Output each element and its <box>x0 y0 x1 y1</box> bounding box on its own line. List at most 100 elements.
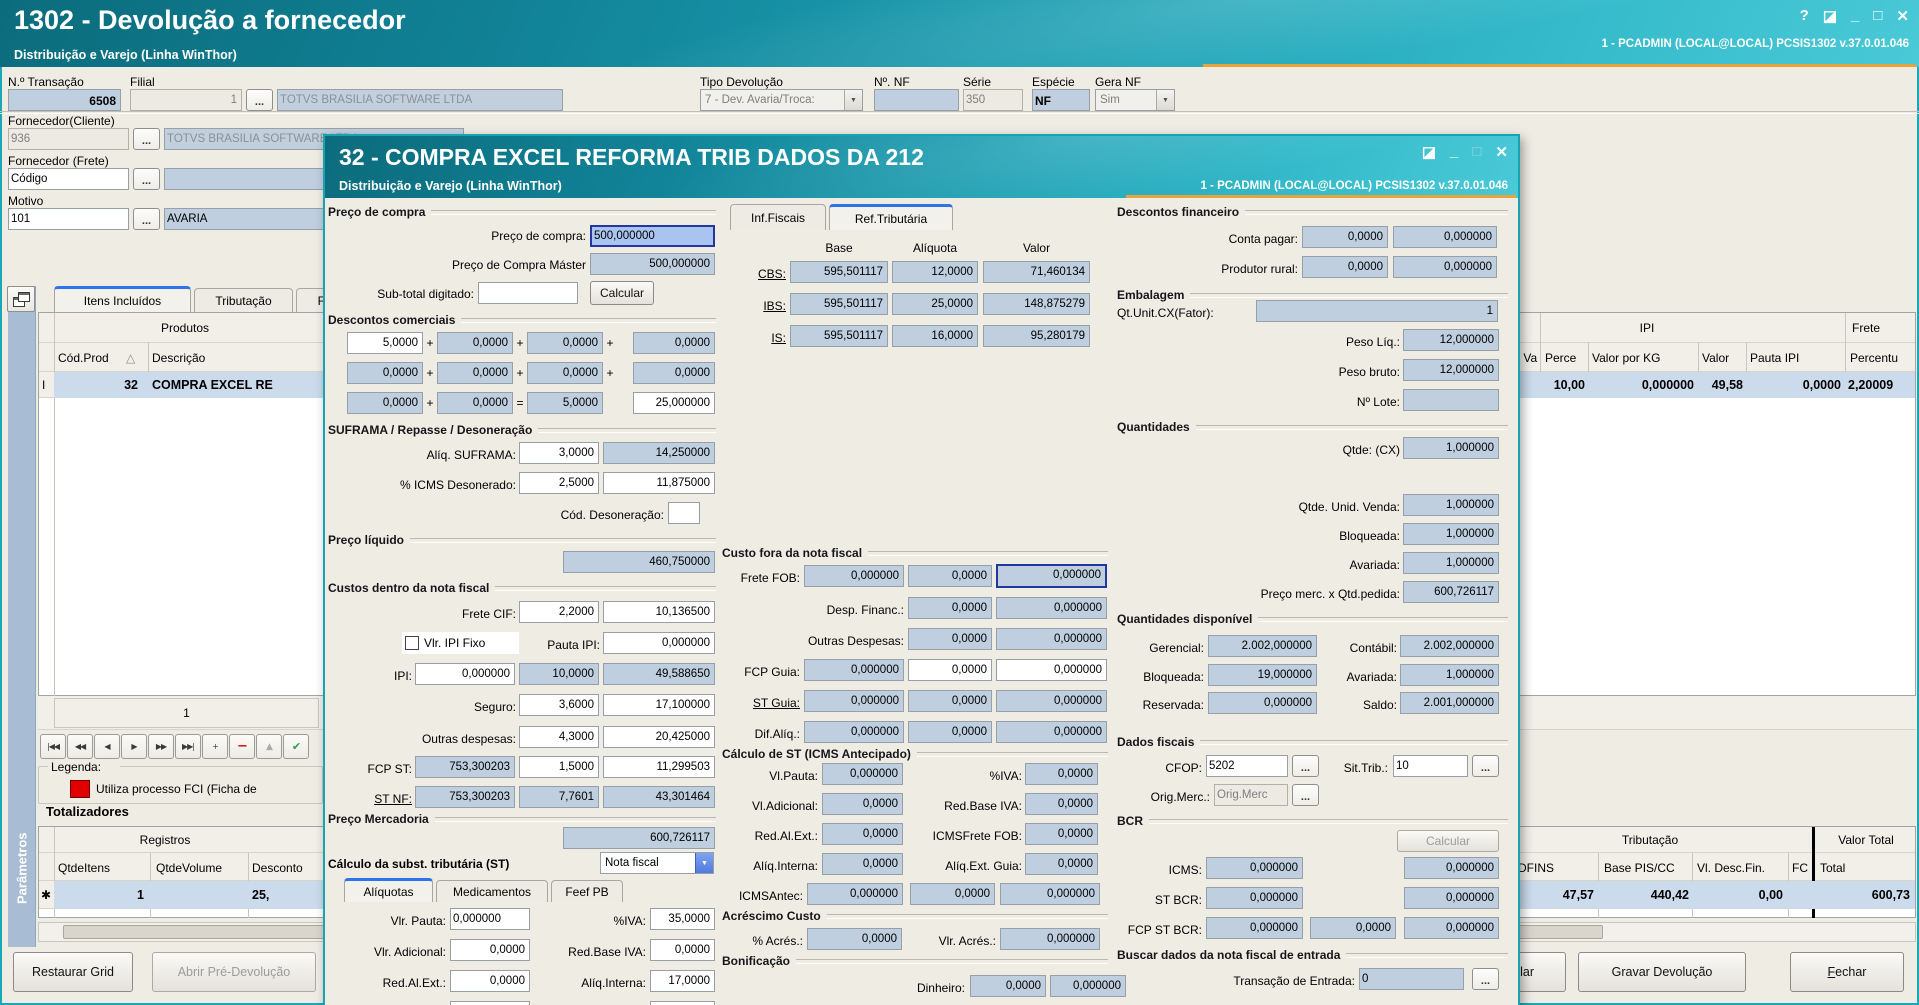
btn-motivo-lookup[interactable]: ... <box>133 208 160 230</box>
modal-titlebar: 32 - COMPRA EXCEL REFORMA TRIB DADOS DA … <box>325 136 1518 198</box>
op-2: + <box>516 336 524 350</box>
nav-next-page[interactable]: ▶▶ <box>148 734 174 759</box>
btn-cascade-windows[interactable] <box>7 286 35 312</box>
btn-orig-merc-lookup[interactable]: ... <box>1292 784 1319 806</box>
fld-fcp-st-vlr[interactable]: 11,299503 <box>603 756 715 778</box>
fld-st-extra-1[interactable] <box>450 1001 530 1005</box>
tab-itens-incluidos[interactable]: Itens Incluídos <box>54 286 191 312</box>
tab-medicamentos[interactable]: Medicamentos <box>436 880 548 902</box>
modal-style-icon[interactable]: ◪ <box>1421 144 1437 161</box>
lnk-ibs[interactable]: IBS: <box>763 299 786 313</box>
fld-st-iva[interactable]: 35,0000 <box>650 908 715 930</box>
btn-sit-trib-lookup[interactable]: ... <box>1472 755 1499 777</box>
lnk-cbs[interactable]: CBS: <box>757 267 786 281</box>
fld-seguro-vlr[interactable]: 17,100000 <box>603 694 715 716</box>
fld-cfop[interactable]: 5202 <box>1206 755 1288 777</box>
btn-filial-lookup[interactable]: ... <box>246 89 273 111</box>
help-button[interactable]: ? <box>1799 7 1809 24</box>
nav-insert[interactable]: + <box>202 734 228 759</box>
lbl-preco-compra: Preço de compra: <box>491 229 586 243</box>
modal-minimize-button[interactable]: _ <box>1450 143 1459 160</box>
fld-fcp-guia-vlr[interactable]: 0,000000 <box>996 659 1107 681</box>
modal-close-button[interactable]: ✕ <box>1495 144 1508 161</box>
tab-inf-fiscais[interactable]: Inf.Fiscais <box>730 204 826 230</box>
lnk-is[interactable]: IS: <box>771 331 786 345</box>
fld-subtotal-digitado[interactable] <box>478 282 578 304</box>
fld-frete-cif-vlr[interactable]: 10,136500 <box>603 601 715 623</box>
fld-qt-unit-cx: 1 <box>1256 300 1498 322</box>
fld-st-aliq-interna[interactable]: 17,0000 <box>650 970 715 992</box>
fld-frete-cif-perc[interactable]: 2,2000 <box>519 601 599 623</box>
lnk-st-guia[interactable]: ST Guia: <box>752 696 800 710</box>
fld-fcp-st-perc[interactable]: 1,5000 <box>519 756 599 778</box>
cell-total: 600,73 <box>1871 888 1910 902</box>
btn-transacao-entrada-lookup[interactable]: ... <box>1472 968 1499 990</box>
close-button[interactable]: ✕ <box>1896 8 1909 25</box>
fld-seguro-perc[interactable]: 3,6000 <box>519 694 599 716</box>
tab-parametros[interactable]: Parâmetros <box>14 832 30 904</box>
op-7: + <box>426 396 434 410</box>
fld-aliq-suframa[interactable]: 3,0000 <box>519 442 599 464</box>
fld-fcp-st-bcr-perc: 0,0000 <box>1310 917 1396 939</box>
nav-post[interactable]: ✔ <box>283 734 309 759</box>
btn-calcular-subtotal[interactable]: Calcular <box>590 281 654 305</box>
col-valor-por-kg: Valor por KG <box>1592 351 1661 365</box>
tab-tributacao[interactable]: Tributação <box>194 288 293 312</box>
fld-motivo[interactable]: 101 <box>8 208 129 230</box>
tot-group-valor-total: Valor Total <box>1838 833 1894 847</box>
tab-ref-tributaria[interactable]: Ref.Tributária <box>829 204 953 230</box>
fld-ipi-vlr-fixo[interactable]: 0,000000 <box>415 663 515 685</box>
dd-calculo-st-modo[interactable]: Nota fiscal ▼ <box>600 852 714 874</box>
nav-edit[interactable]: ▲ <box>256 734 282 759</box>
fld-st-red-al-ext[interactable]: 0,0000 <box>450 970 530 992</box>
nav-prior[interactable]: ◀ <box>94 734 120 759</box>
nav-last[interactable]: ▶▶| <box>175 734 201 759</box>
btn-fornecedor-cliente-lookup[interactable]: ... <box>133 128 160 150</box>
tab-aliquotas[interactable]: Alíquotas <box>344 878 433 902</box>
fld-fcp-guia-perc[interactable]: 0,0000 <box>908 659 992 681</box>
nav-first[interactable]: |◀◀ <box>40 734 66 759</box>
btn-fornecedor-frete-lookup[interactable]: ... <box>133 168 160 190</box>
nav-prior-page[interactable]: ◀◀ <box>67 734 93 759</box>
fld-st-vlr-adicional[interactable]: 0,0000 <box>450 939 530 961</box>
fld-desc-com-total-valor[interactable]: 25,000000 <box>633 392 715 414</box>
hdr-custo-fora-nf: Custo fora da nota fiscal <box>722 546 1108 560</box>
fld-desc-com-1[interactable]: 5,0000 <box>347 332 423 354</box>
fld-sit-trib[interactable]: 10 <box>1393 755 1468 777</box>
dd-gera-nf: Sim ▼ <box>1095 89 1175 111</box>
fld-icms-desonerado-perc[interactable]: 2,5000 <box>519 472 599 494</box>
nav-next[interactable]: ▶ <box>121 734 147 759</box>
fld-qtde-unid-venda: 1,000000 <box>1403 494 1499 516</box>
style-icon[interactable]: ◪ <box>1822 8 1838 25</box>
fld-produtor-rural-perc: 0,0000 <box>1302 256 1388 278</box>
btn-gravar-devolucao[interactable]: Gravar Devolução <box>1578 952 1746 992</box>
fld-st-extra-2[interactable] <box>650 1001 715 1005</box>
fld-preco-compra[interactable]: 500,000000 <box>590 225 715 247</box>
lbl-st-bcr: ST BCR: <box>1154 893 1202 907</box>
btn-cfop-lookup[interactable]: ... <box>1292 755 1319 777</box>
fld-fornecedor-frete[interactable]: Código <box>8 168 129 190</box>
col-cod-prod: Cód.Prod <box>58 351 109 365</box>
nav-delete[interactable]: − <box>229 734 255 759</box>
fld-cod-desoneracao[interactable] <box>668 502 700 524</box>
chk-vlr-ipi-fixo[interactable]: Vlr. IPI Fixo <box>402 632 519 654</box>
fld-antec-vl-pauta: 0,000000 <box>822 763 903 785</box>
main-rect-47 <box>1746 343 1747 398</box>
fld-pauta-ipi[interactable]: 0,000000 <box>603 632 715 654</box>
fld-outras-despesas-vlr[interactable]: 20,425000 <box>603 726 715 748</box>
main-rect-57 <box>39 372 54 398</box>
main-session-info: 1 - PCADMIN (LOCAL@LOCAL) PCSIS1302 v.37… <box>1601 38 1909 50</box>
maximize-button[interactable]: □ <box>1873 7 1883 24</box>
btn-restaurar-grid[interactable]: Restaurar Grid <box>13 952 133 992</box>
lbl-no-nf: Nº. NF <box>874 75 910 89</box>
fld-contabil: 2.002,000000 <box>1400 635 1499 657</box>
fld-outras-despesas-perc[interactable]: 4,3000 <box>519 726 599 748</box>
tab-feef-pb[interactable]: Feef PB <box>551 880 623 902</box>
minimize-button[interactable]: _ <box>1851 7 1860 24</box>
fld-st-red-base-iva[interactable]: 0,0000 <box>650 939 715 961</box>
fld-st-vlr-pauta[interactable]: 0,000000 <box>450 908 530 930</box>
fld-icms-desonerado-vlr[interactable]: 11,875000 <box>603 472 715 494</box>
lnk-st-nf[interactable]: ST NF: <box>374 792 412 806</box>
lbl-gerencial: Gerencial: <box>1149 641 1204 655</box>
